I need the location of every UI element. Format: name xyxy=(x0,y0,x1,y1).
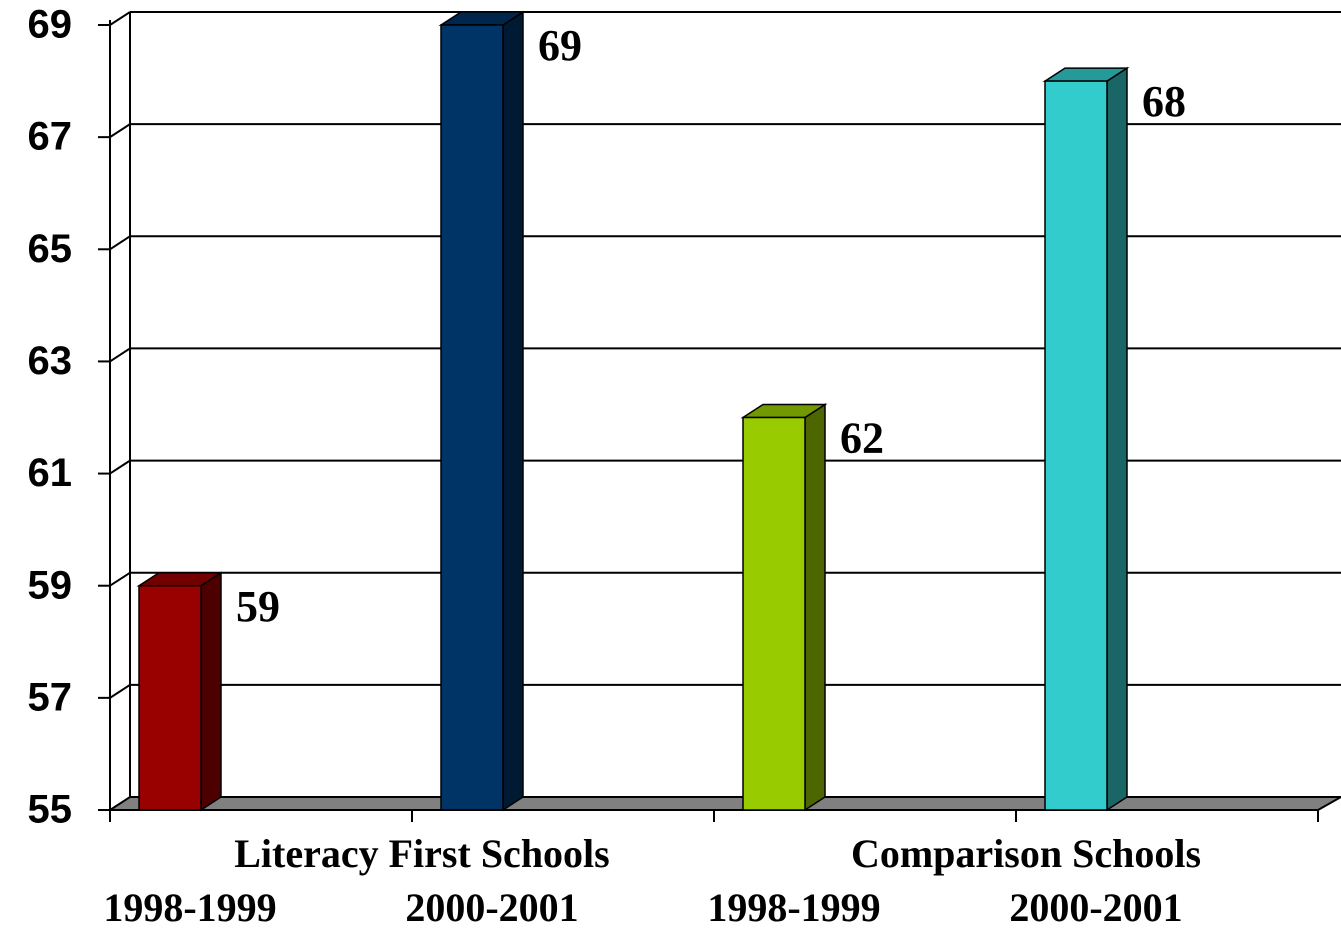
grid-depth xyxy=(109,235,131,251)
bar-side xyxy=(502,10,524,812)
floor xyxy=(106,796,1341,811)
x-tick-label: 1998-1999 xyxy=(103,885,276,930)
bar xyxy=(440,24,504,811)
bar-side xyxy=(1106,66,1128,812)
y-tick-label: 59 xyxy=(28,563,73,607)
group-label: Comparison Schools xyxy=(851,831,1201,876)
data-label: 69 xyxy=(538,21,582,70)
bar xyxy=(742,416,806,811)
y-tick-label: 65 xyxy=(28,227,73,271)
data-label: 59 xyxy=(236,582,280,631)
group-label: Literacy First Schools xyxy=(234,831,610,876)
bar xyxy=(138,584,202,811)
y-tick-label: 61 xyxy=(28,451,73,495)
grid-depth xyxy=(109,11,131,26)
y-tick-label: 67 xyxy=(28,115,73,159)
data-label: 62 xyxy=(840,414,884,463)
bar-side xyxy=(804,403,826,812)
data-label: 68 xyxy=(1142,77,1186,126)
y-tick-label: 55 xyxy=(28,788,73,832)
y-tick-label: 63 xyxy=(28,339,73,383)
x-tick-label: 2000-2001 xyxy=(405,885,578,930)
y-tick-label: 69 xyxy=(28,3,73,47)
grid-depth xyxy=(109,123,131,138)
grid-depth xyxy=(109,571,131,587)
grid-depth xyxy=(109,684,131,699)
grid-depth xyxy=(109,347,131,363)
y-tick-label: 57 xyxy=(28,675,73,719)
x-tick-label: 2000-2001 xyxy=(1009,885,1182,930)
grid-depth xyxy=(109,459,131,475)
bar xyxy=(1044,80,1108,811)
bar-side xyxy=(200,571,222,812)
x-tick-label: 1998-1999 xyxy=(707,885,880,930)
